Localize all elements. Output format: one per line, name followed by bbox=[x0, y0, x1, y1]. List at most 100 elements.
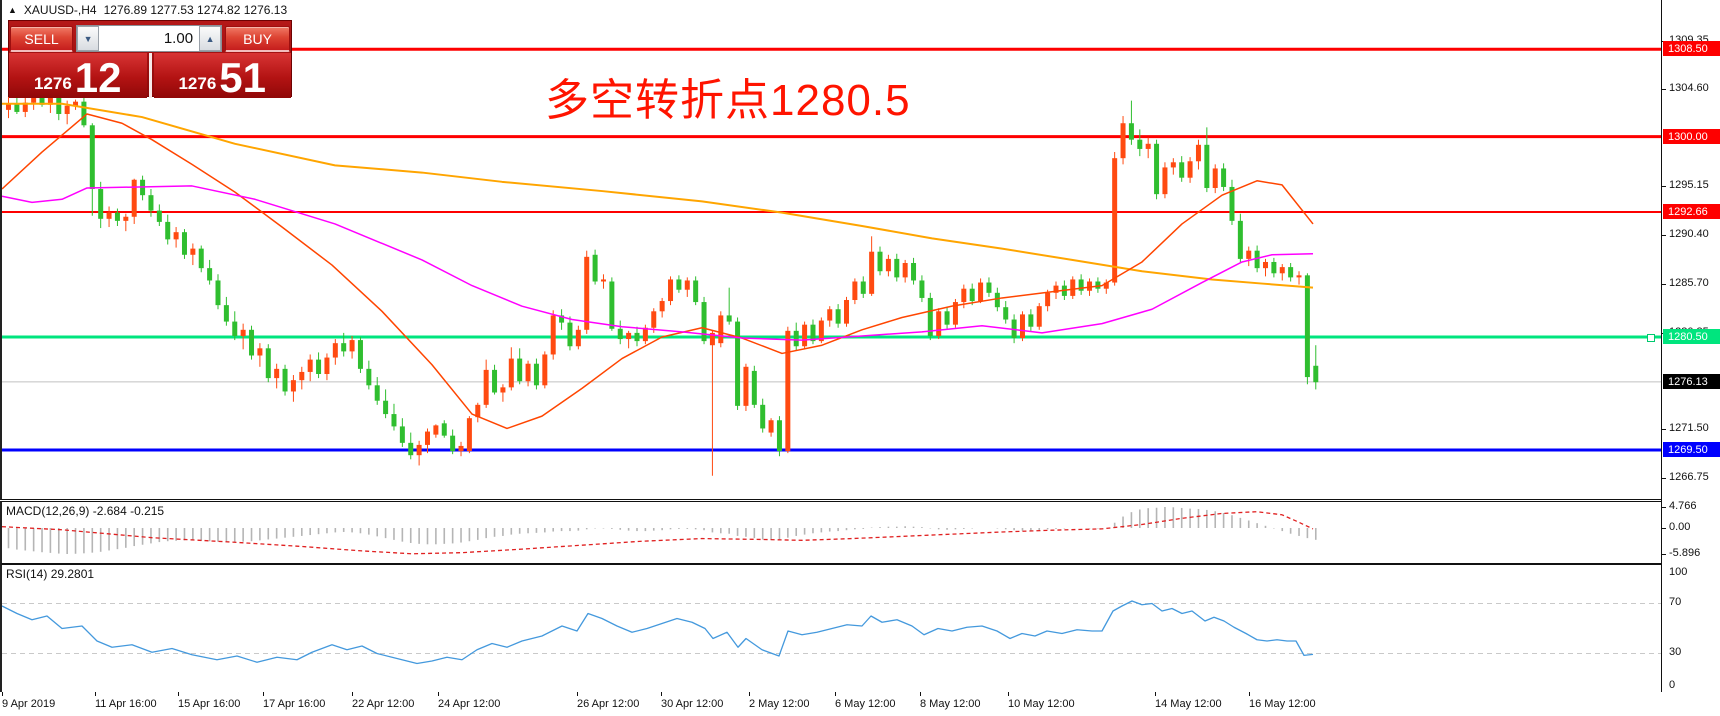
date-tick-mark bbox=[438, 692, 439, 696]
axis-tick-mark bbox=[1662, 507, 1666, 508]
candle-body bbox=[1053, 285, 1059, 293]
volume-decrease-icon[interactable]: ▼ bbox=[77, 26, 100, 51]
macd-indicator-pane[interactable] bbox=[0, 501, 1663, 564]
candle-body bbox=[609, 281, 615, 329]
volume-increase-icon[interactable]: ▲ bbox=[199, 26, 222, 51]
candle-body bbox=[927, 297, 933, 336]
candle-body bbox=[902, 263, 908, 278]
candle-body bbox=[433, 425, 439, 435]
sell-price-small: 1276 bbox=[33, 74, 72, 93]
price-level-chip: 1308.50 bbox=[1663, 41, 1720, 56]
candle-body bbox=[542, 354, 548, 386]
candle-body bbox=[1170, 162, 1176, 168]
candle-body bbox=[416, 444, 422, 456]
price-tick-label: 1290.40 bbox=[1669, 228, 1709, 240]
candle-body bbox=[47, 97, 53, 105]
volume-input[interactable] bbox=[99, 26, 200, 51]
candle-body bbox=[827, 309, 833, 321]
candle-body bbox=[316, 359, 322, 374]
panel-divider bbox=[148, 53, 152, 98]
date-tick-mark bbox=[352, 692, 353, 696]
volume-stepper: ▼ ▲ bbox=[76, 25, 223, 52]
candle-body bbox=[1128, 123, 1134, 140]
candle-body bbox=[190, 248, 196, 255]
candle-body bbox=[1296, 275, 1302, 278]
candle-body bbox=[475, 404, 481, 418]
candle-body bbox=[1212, 168, 1218, 188]
candle-body bbox=[198, 248, 204, 269]
candle-body bbox=[374, 385, 380, 401]
candle-body bbox=[1028, 314, 1034, 327]
candle-body bbox=[123, 216, 129, 221]
candle-body bbox=[768, 420, 774, 433]
rsi-axis-label: 0 bbox=[1669, 679, 1676, 691]
date-tick-mark bbox=[263, 692, 264, 696]
date-label: 14 May 12:00 bbox=[1155, 698, 1222, 710]
candle-body bbox=[240, 329, 246, 336]
candle-body bbox=[818, 320, 824, 342]
candle-body bbox=[760, 404, 766, 429]
rsi-axis-label: 30 bbox=[1669, 646, 1682, 658]
macd-axis-label: 0.00 bbox=[1669, 521, 1691, 533]
candle-body bbox=[408, 442, 414, 456]
candle-body bbox=[743, 366, 749, 406]
candle-body bbox=[936, 311, 942, 336]
collapse-arrow-icon[interactable]: ▲ bbox=[8, 5, 17, 15]
sell-button[interactable]: SELL bbox=[10, 26, 74, 52]
date-label: 24 Apr 12:00 bbox=[438, 698, 501, 710]
candle-body bbox=[98, 189, 104, 219]
candle-body bbox=[114, 212, 120, 221]
candle-body bbox=[651, 311, 657, 328]
price-level-chip: 1269.50 bbox=[1663, 442, 1720, 457]
candle-body bbox=[332, 343, 338, 358]
candle-body bbox=[1036, 306, 1042, 327]
buy-price-small: 1276 bbox=[178, 74, 217, 93]
candle-body bbox=[1254, 250, 1260, 269]
candle-body bbox=[441, 423, 447, 436]
rsi-axis-label: 70 bbox=[1669, 596, 1682, 608]
candle-body bbox=[299, 371, 305, 381]
candle-body bbox=[1162, 167, 1168, 195]
date-label: 6 May 12:00 bbox=[835, 698, 896, 710]
candle-body bbox=[106, 212, 112, 219]
date-label: 16 May 12:00 bbox=[1249, 698, 1316, 710]
symbol-name: XAUUSD-,H4 bbox=[23, 3, 97, 17]
candle-body bbox=[1145, 143, 1151, 149]
candle-body bbox=[533, 363, 539, 386]
date-tick-mark bbox=[95, 692, 96, 696]
date-label: 8 May 12:00 bbox=[920, 698, 981, 710]
candle-body bbox=[1313, 365, 1319, 383]
candle-body bbox=[399, 426, 405, 443]
candle-body bbox=[718, 315, 724, 344]
buy-price-display[interactable]: 1276 51 bbox=[153, 53, 291, 98]
candle-body bbox=[1179, 162, 1185, 178]
candle-body bbox=[1288, 267, 1294, 278]
candle-body bbox=[1271, 261, 1277, 274]
level-line-handle[interactable] bbox=[1647, 334, 1655, 342]
candle-body bbox=[869, 251, 875, 294]
buy-button[interactable]: BUY bbox=[225, 26, 290, 52]
candle-body bbox=[207, 268, 213, 281]
candle-body bbox=[676, 279, 682, 290]
candle-body bbox=[56, 97, 62, 114]
candle-body bbox=[642, 327, 648, 342]
candle-body bbox=[249, 329, 255, 356]
candle-body bbox=[282, 368, 288, 392]
axis-tick-mark bbox=[1662, 235, 1666, 236]
candle-body bbox=[391, 414, 397, 427]
candle-body bbox=[458, 445, 464, 452]
candle-body bbox=[31, 96, 37, 103]
candle-body bbox=[232, 321, 238, 336]
price-axis[interactable]: 1309.351304.601295.151290.401285.701280.… bbox=[1661, 0, 1720, 692]
time-axis[interactable]: 9 Apr 2019 11 Apr 16:00 15 Apr 16:00 17 Apr… bbox=[0, 692, 1720, 716]
candle-body bbox=[383, 400, 389, 415]
date-label: 26 Apr 12:00 bbox=[577, 698, 640, 710]
date-tick-mark bbox=[2, 692, 3, 696]
macd-signal-line bbox=[2, 511, 1314, 555]
candle-body bbox=[835, 309, 841, 324]
rsi-indicator-pane[interactable] bbox=[0, 564, 1663, 693]
date-label: 10 May 12:00 bbox=[1008, 698, 1075, 710]
sell-price-display[interactable]: 1276 12 bbox=[9, 53, 147, 98]
date-tick-mark bbox=[1008, 692, 1009, 696]
